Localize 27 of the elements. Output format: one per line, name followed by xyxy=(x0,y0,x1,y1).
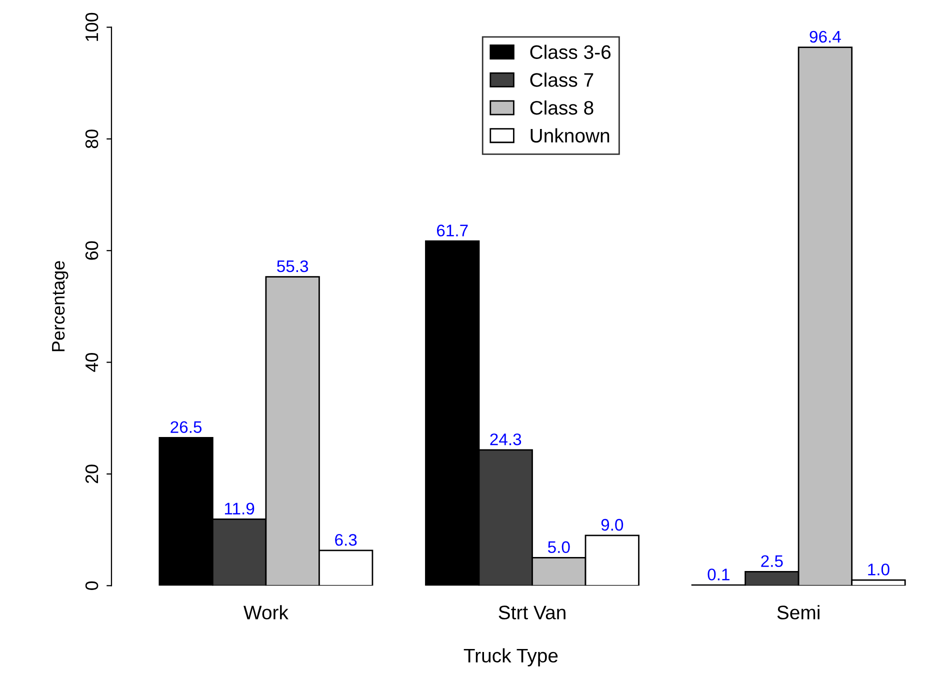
legend-label: Unknown xyxy=(530,128,610,143)
data-label: 5.0 xyxy=(548,541,570,554)
x-tick-label: Strt Van xyxy=(498,606,566,620)
data-label: 26.5 xyxy=(170,421,202,433)
x-tick-label: Semi xyxy=(777,605,820,620)
data-label: 9.0 xyxy=(601,518,624,531)
y-tick-label: 40 xyxy=(85,352,98,372)
data-label: 24.3 xyxy=(490,433,522,446)
data-label: 1.0 xyxy=(868,564,890,576)
data-label: 2.5 xyxy=(761,555,783,568)
y-tick-label: 60 xyxy=(85,241,98,260)
y-axis-title: Percentage xyxy=(52,261,68,352)
legend-label: Class 8 xyxy=(530,100,594,115)
data-label: 0.1 xyxy=(708,568,730,580)
legend-label: Class 7 xyxy=(530,72,594,87)
data-label: 11.9 xyxy=(224,502,254,515)
x-tick-label: Work xyxy=(244,605,288,620)
x-axis-title: Truck Type xyxy=(464,648,558,666)
data-label: 61.7 xyxy=(436,224,468,236)
data-label: 6.3 xyxy=(335,534,357,546)
y-tick-label: 20 xyxy=(85,464,98,484)
data-label: 55.3 xyxy=(277,260,308,272)
y-tick-label: 100 xyxy=(85,12,98,41)
y-tick-label: 80 xyxy=(85,130,98,148)
legend-label: Class 3-6 xyxy=(530,44,611,60)
y-tick-label: 0 xyxy=(85,581,98,590)
data-label: 96.4 xyxy=(810,30,841,43)
